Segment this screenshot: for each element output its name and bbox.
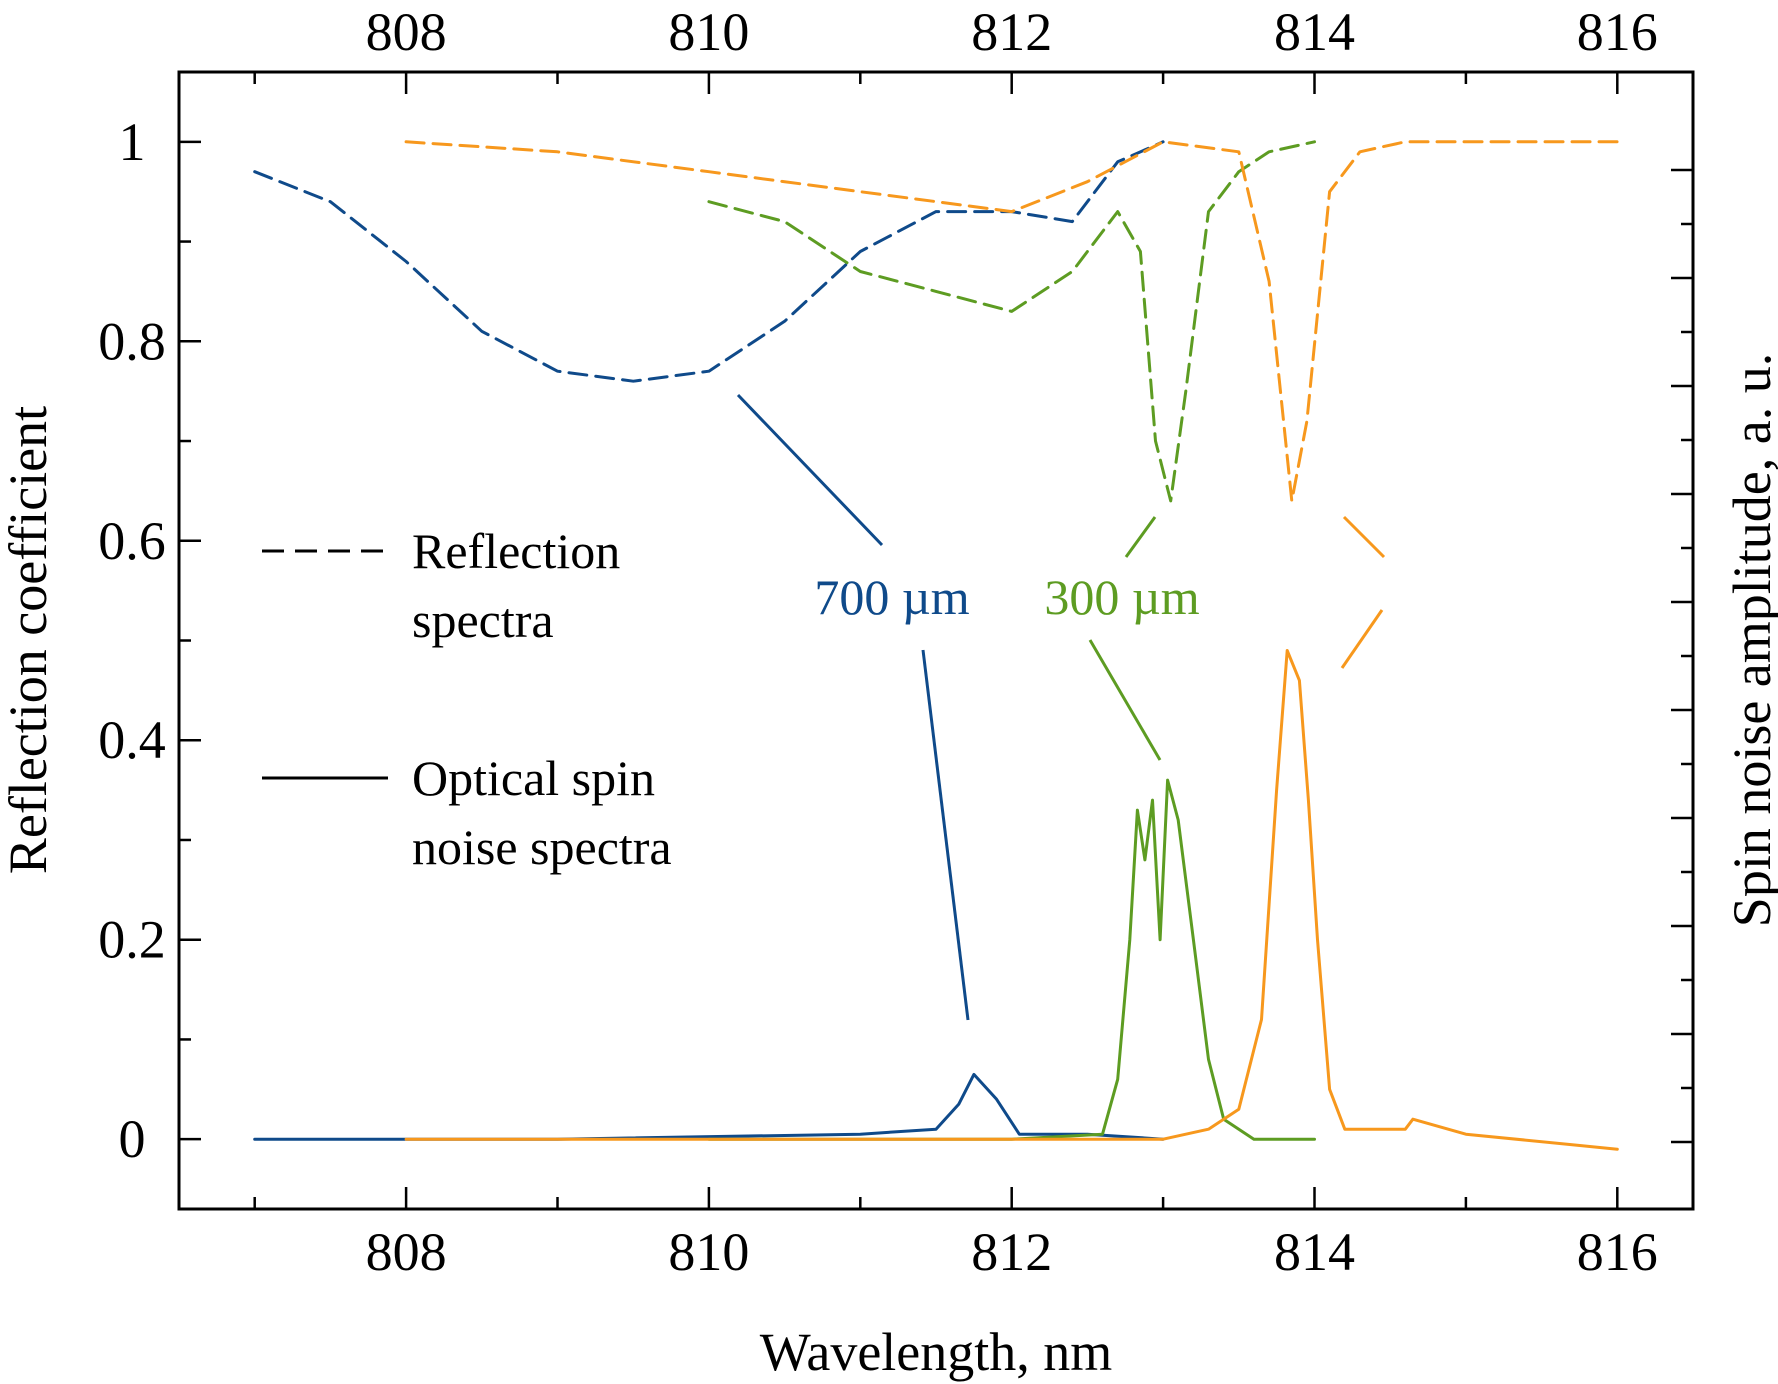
y-tick-label: 0 — [119, 1109, 146, 1169]
legend: Reflection spectra Optical spin noise sp… — [262, 523, 672, 875]
x-tick-label-top: 808 — [366, 2, 447, 62]
legend-solid-label-line2: noise spectra — [412, 819, 672, 875]
annotation-700um: 700 µm — [814, 569, 969, 625]
leader-line — [1088, 639, 1162, 761]
series-line — [707, 778, 1316, 1141]
legend-dashed-label-line1: Reflection — [412, 523, 620, 579]
y-tick-label: 0.4 — [98, 710, 166, 770]
annotation-300um: 300 µm — [1044, 569, 1199, 625]
y-axis-right-title: Spin noise amplitude, a. u. — [1722, 353, 1778, 927]
x-tick-label-top: 814 — [1274, 2, 1355, 62]
series-line — [404, 140, 1619, 503]
plot-frame — [177, 70, 1695, 1211]
y-tick-label: 0.2 — [98, 910, 166, 970]
x-tick-label-top: 816 — [1577, 2, 1658, 62]
x-tick-label-top: 812 — [971, 2, 1052, 62]
y-tick-label: 0.6 — [98, 511, 166, 571]
tick-labels: 808 808 810 810 812 812 814 814 816 816 0 0.2 0.4 0.6… — [98, 2, 1658, 1282]
leader-line — [1340, 609, 1384, 669]
legend-solid-label-line1: Optical spin — [412, 750, 655, 806]
series-line — [253, 1072, 1165, 1141]
y-axis-title: Reflection coefficient — [0, 406, 58, 874]
x-tick-label-top: 810 — [668, 2, 749, 62]
x-tick-label-bottom: 808 — [366, 1222, 447, 1282]
leader-line — [1342, 515, 1386, 559]
y-tick-label: 1 — [119, 112, 146, 172]
x-tick-label-bottom: 810 — [668, 1222, 749, 1282]
x-axis-title: Wavelength, nm — [760, 1322, 1113, 1382]
leader-line — [1124, 516, 1157, 558]
series-layer — [253, 140, 1619, 1151]
y-tick-label: 0.8 — [98, 311, 166, 371]
legend-dashed-label-line2: spectra — [412, 592, 554, 648]
series-line — [253, 140, 1165, 383]
x-tick-label-bottom: 812 — [971, 1222, 1052, 1282]
series-line — [404, 649, 1619, 1151]
series-line — [707, 140, 1316, 503]
x-tick-label-bottom: 814 — [1274, 1222, 1355, 1282]
x-tick-label-bottom: 816 — [1577, 1222, 1658, 1282]
ticks — [179, 72, 1693, 1209]
leader-line — [921, 649, 970, 1021]
annotation-leaders — [736, 393, 1386, 1021]
leader-line — [736, 393, 884, 547]
